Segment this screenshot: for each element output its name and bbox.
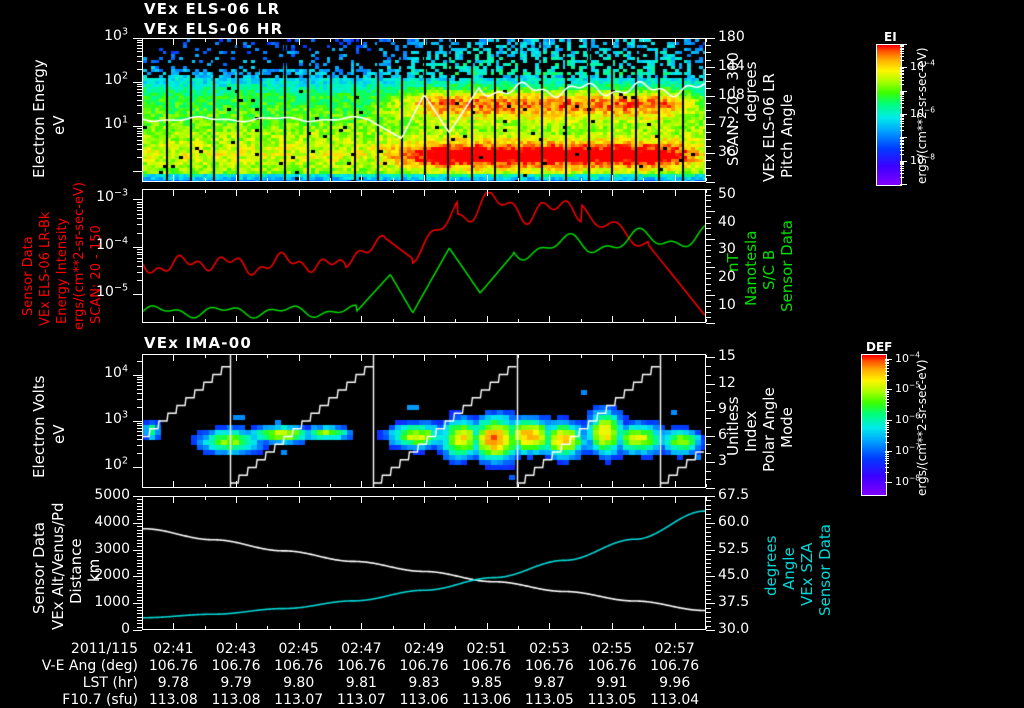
table-cell: 106.76 bbox=[274, 658, 324, 674]
table-row-label: F10.7 (sfu) bbox=[62, 692, 138, 708]
table-cell: 02:55 bbox=[591, 641, 633, 657]
panel3-title: VEx IMA-00 bbox=[144, 334, 252, 352]
table-cell: 106.76 bbox=[524, 658, 574, 674]
panel3-spectrogram bbox=[143, 355, 705, 487]
panel1-plot-area[interactable] bbox=[142, 38, 706, 182]
table-cell: 106.76 bbox=[399, 658, 449, 674]
table-cell: 9.81 bbox=[345, 675, 377, 691]
table-cell: 9.80 bbox=[283, 675, 315, 691]
panel1-title-hr: VEx ELS-06 HR bbox=[144, 20, 284, 38]
table-cell: 9.96 bbox=[659, 675, 691, 691]
panel2-traces bbox=[143, 190, 705, 322]
table-cell: 113.07 bbox=[274, 692, 324, 708]
table-row-label: LST (hr) bbox=[82, 675, 138, 691]
table-row-label: V-E Ang (deg) bbox=[41, 658, 138, 674]
table-cell: 9.78 bbox=[157, 675, 189, 691]
panel3-colorbar bbox=[861, 354, 887, 496]
table-cell: 113.06 bbox=[399, 692, 449, 708]
table-cell: 02:51 bbox=[466, 641, 507, 657]
table-cell: 02:45 bbox=[278, 641, 319, 657]
table-cell: 113.04 bbox=[650, 692, 700, 708]
table-row-label: 2011/115 bbox=[70, 641, 138, 657]
table-cell: 02:53 bbox=[529, 641, 570, 657]
table-cell: 106.76 bbox=[148, 658, 198, 674]
table-cell: 113.08 bbox=[148, 692, 198, 708]
panel1-spectrogram bbox=[143, 39, 705, 181]
panel1-title-lr: VEx ELS-06 LR bbox=[144, 0, 281, 18]
table-cell: 106.76 bbox=[462, 658, 512, 674]
table-cell: 9.91 bbox=[596, 675, 628, 691]
table-cell: 113.06 bbox=[462, 692, 512, 708]
table-cell: 9.79 bbox=[220, 675, 252, 691]
table-cell: 106.76 bbox=[211, 658, 261, 674]
table-cell: 113.08 bbox=[211, 692, 261, 708]
table-cell: 02:57 bbox=[654, 641, 695, 657]
panel3-plot-area[interactable] bbox=[142, 354, 706, 488]
table-cell: 106.76 bbox=[587, 658, 637, 674]
table-cell: 113.07 bbox=[336, 692, 386, 708]
table-cell: 113.05 bbox=[524, 692, 574, 708]
table-cell: 9.87 bbox=[533, 675, 565, 691]
panel4-plot-area[interactable] bbox=[142, 496, 706, 630]
table-cell: 02:41 bbox=[153, 641, 194, 657]
panel3-colorbar-name: DEF bbox=[866, 340, 893, 354]
panel4-traces bbox=[143, 497, 705, 629]
table-cell: 9.85 bbox=[471, 675, 503, 691]
table-cell: 9.83 bbox=[408, 675, 440, 691]
table-cell: 113.05 bbox=[587, 692, 637, 708]
table-cell: 106.76 bbox=[336, 658, 386, 674]
panel1-colorbar-name: EI bbox=[884, 30, 897, 44]
panel1-colorbar bbox=[876, 44, 902, 186]
table-cell: 02:49 bbox=[403, 641, 445, 657]
table-cell: 106.76 bbox=[650, 658, 700, 674]
table-cell: 02:43 bbox=[215, 641, 257, 657]
panel2-plot-area[interactable] bbox=[142, 189, 706, 323]
table-cell: 02:47 bbox=[341, 641, 382, 657]
